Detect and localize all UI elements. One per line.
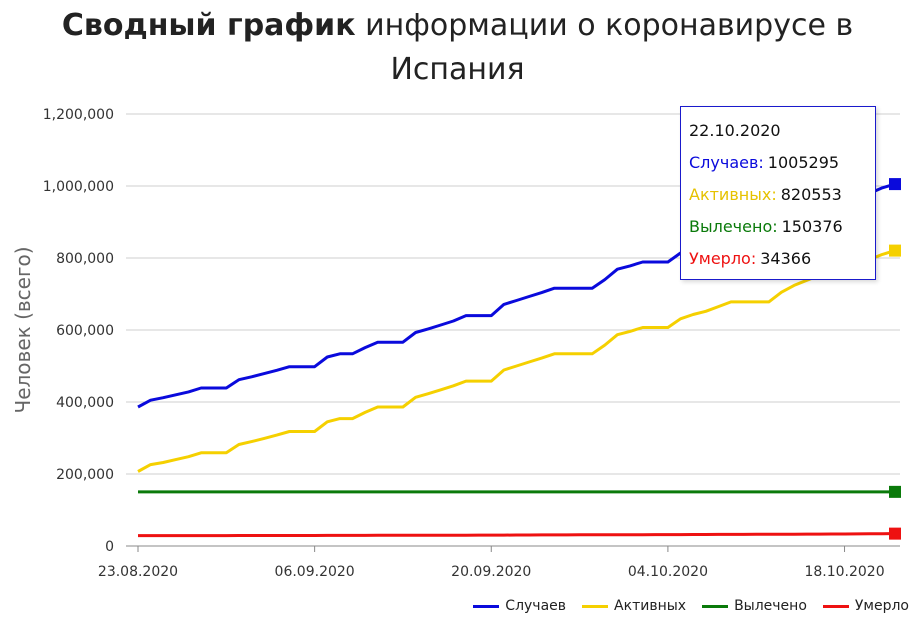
series-end-marker-0 — [889, 178, 901, 191]
tooltip-value-recovered: 150376 — [781, 217, 843, 236]
y-axis-label: Человек (всего) — [11, 246, 35, 413]
y-tick-label: 800,000 — [56, 251, 114, 267]
legend-swatch-deaths — [822, 604, 849, 608]
y-tick-label: 0 — [105, 539, 114, 555]
legend-swatch-recovered — [702, 604, 729, 608]
tooltip-label-recovered: Вылечено: — [689, 217, 778, 236]
data-tooltip: 22.10.2020 Случаев: 1005295 Активных: 8205… — [680, 106, 876, 280]
x-tick-label: 06.09.2020 — [275, 564, 355, 580]
tooltip-label-cases: Случаев: — [689, 153, 764, 172]
legend-item-deaths[interactable]: Умерло — [822, 598, 909, 614]
tooltip-row-active: Активных: 820553 — [689, 181, 867, 213]
legend-label-cases: Случаев — [505, 598, 567, 614]
chart-title-bold: Сводный график — [61, 8, 356, 43]
series-end-marker-3 — [889, 527, 901, 540]
x-tick-label: 04.10.2020 — [628, 564, 708, 580]
legend-swatch-cases — [473, 604, 500, 608]
y-tick-label: 1,200,000 — [43, 107, 114, 123]
tooltip-row-recovered: Вылечено: 150376 — [689, 213, 867, 245]
tooltip-label-active: Активных: — [689, 185, 777, 204]
y-tick-label: 1,000,000 — [43, 179, 114, 195]
legend-item-cases[interactable]: Случаев — [473, 598, 566, 614]
chart-title: Сводный график информации о коронавирусе… — [0, 4, 915, 92]
tooltip-value-active: 820553 — [780, 185, 842, 204]
series-end-marker-1 — [889, 244, 901, 257]
legend-item-active[interactable]: Активных — [582, 598, 686, 614]
legend-label-active: Активных — [614, 598, 687, 614]
y-tick-label: 200,000 — [56, 467, 114, 483]
series-line-3 — [138, 532, 896, 538]
tooltip-row-deaths: Умерло: 34366 — [689, 245, 867, 277]
legend-label-deaths: Умерло — [854, 598, 909, 614]
chart-legend: Случаев Активных Вылечено Умерло — [473, 598, 909, 614]
tooltip-row-cases: Случаев: 1005295 — [689, 149, 867, 181]
legend-swatch-active — [582, 604, 609, 608]
series-line-1 — [137, 249, 896, 473]
legend-label-recovered: Вылечено — [734, 598, 807, 614]
chart-title-rest: информации о коронавирусе в Испания — [355, 8, 854, 87]
x-tick-label: 20.09.2020 — [451, 564, 531, 580]
legend-item-recovered[interactable]: Вылечено — [702, 598, 807, 614]
tooltip-value-cases: 1005295 — [767, 153, 840, 172]
x-tick-label: 18.10.2020 — [804, 564, 884, 580]
y-tick-label: 400,000 — [56, 395, 114, 411]
tooltip-value-deaths: 34366 — [760, 249, 812, 268]
y-tick-label: 600,000 — [56, 323, 114, 339]
series-end-marker-2 — [889, 485, 901, 498]
tooltip-label-deaths: Умерло: — [689, 249, 757, 268]
x-tick-label: 23.08.2020 — [98, 564, 178, 580]
tooltip-date: 22.10.2020 — [689, 121, 781, 140]
